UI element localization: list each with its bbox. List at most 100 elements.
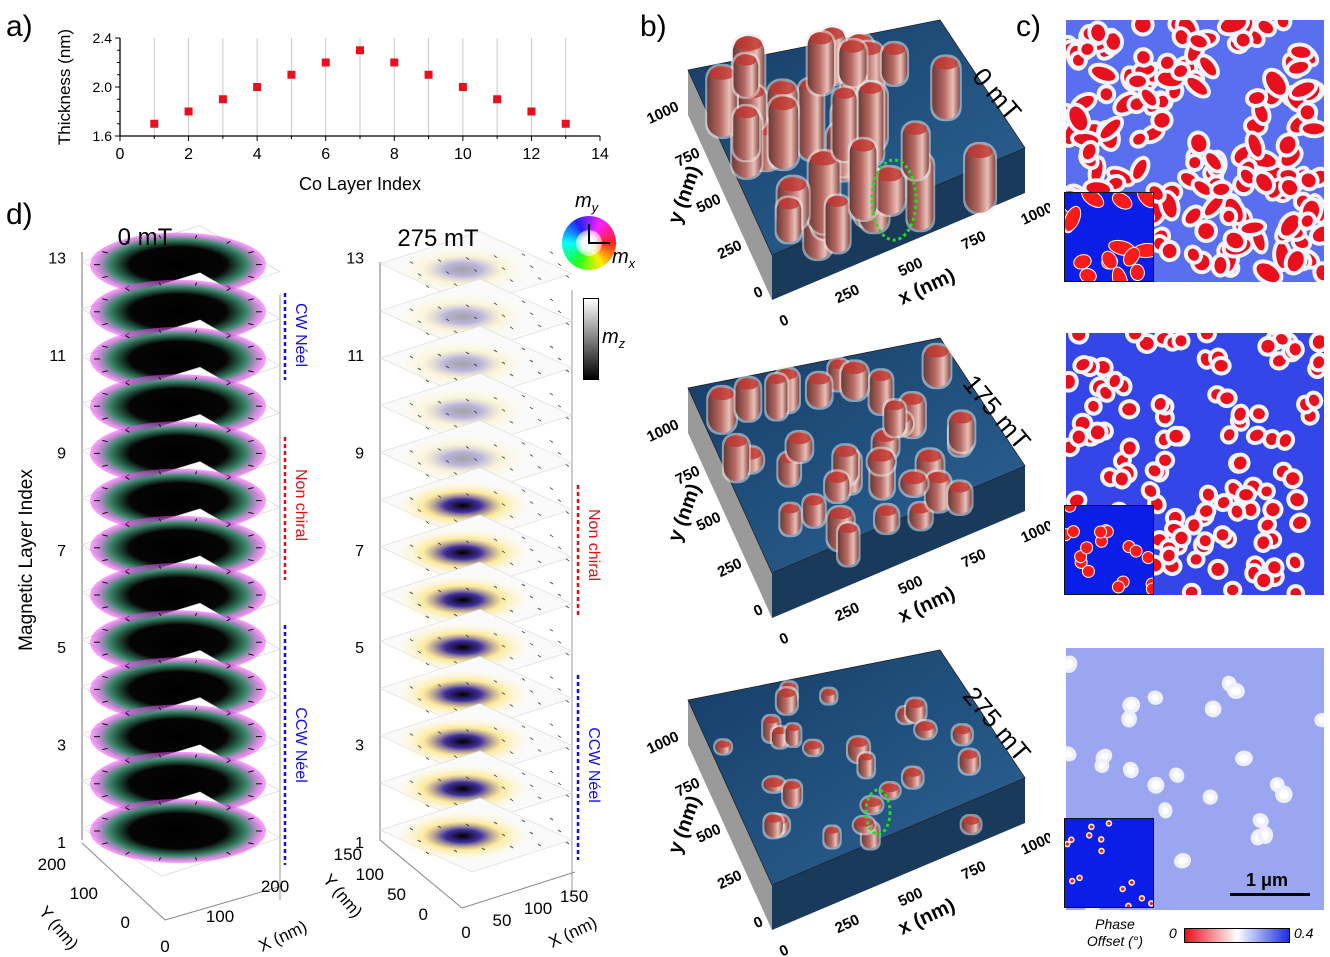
spin-arrow: [557, 263, 562, 266]
spin-arrow: [549, 251, 554, 254]
layer-tick-left: 11: [49, 348, 66, 365]
panel-d-label: d): [6, 198, 33, 231]
spin-arrow: [465, 304, 470, 308]
spin-arrow: [549, 440, 554, 443]
my-label-m: m: [575, 190, 592, 212]
spin-arrow: [102, 251, 108, 254]
y-axis-label: y (nm): [664, 163, 705, 227]
spin-arrow: [409, 686, 414, 689]
spin-arrow: [158, 754, 162, 758]
data-point: [458, 83, 467, 91]
spin-arrow: [437, 259, 442, 262]
spin-arrow: [226, 382, 231, 386]
spin-arrow: [425, 757, 430, 760]
tube-cap: [822, 688, 836, 696]
domain: [1126, 765, 1135, 775]
inset-domain: [1065, 840, 1071, 848]
domain: [1236, 33, 1250, 47]
domain: [1308, 394, 1320, 406]
domain: [1066, 659, 1074, 670]
spin-arrow: [102, 842, 108, 845]
right-X-tick: 100: [524, 899, 552, 918]
box-side-front: [772, 148, 1025, 300]
domain: [1256, 817, 1265, 825]
spin-arrow: [565, 464, 570, 467]
tube-cap: [876, 505, 897, 516]
domain: [1277, 20, 1289, 28]
inset-domain: [1068, 877, 1076, 885]
spin-arrow: [102, 628, 108, 631]
left-title: 0 mT: [118, 224, 173, 251]
spin-arrow: [521, 300, 526, 304]
left-Y-tick: 100: [70, 884, 98, 903]
right-title: 275 mT: [397, 225, 479, 252]
right-layer-skyrmion: [398, 810, 542, 862]
colorbar-title-line1: Phase: [1095, 916, 1135, 932]
domain: [1187, 77, 1208, 95]
spin-arrow: [445, 507, 450, 510]
left-Y-axis-line: [81, 842, 166, 921]
layer-tick-left: 13: [48, 251, 66, 268]
tube-cap: [967, 144, 993, 159]
skyrmion-tube: [902, 122, 929, 180]
spin-arrow: [509, 845, 514, 849]
tube-cap: [927, 472, 949, 484]
skyrmion-tube: [735, 377, 761, 421]
mx-label-sub: x: [628, 256, 636, 271]
spin-arrow: [125, 807, 130, 811]
data-point: [218, 95, 227, 104]
spin-arrow: [102, 323, 108, 326]
domain: [1100, 119, 1121, 139]
x-tick-label: 2: [184, 146, 193, 163]
spin-arrow: [509, 468, 514, 471]
inset-domain: [1065, 205, 1082, 232]
spin-arrow: [226, 759, 231, 764]
spin-arrow: [417, 320, 422, 324]
spin-arrow: [409, 733, 414, 736]
x-tick-label: 14: [591, 146, 609, 163]
domain: [1266, 503, 1280, 517]
spin-arrow: [453, 708, 458, 711]
spin-arrow: [549, 676, 554, 679]
x-tick-label: 12: [523, 146, 541, 163]
left-Y-axis-label: Y (nm): [35, 902, 82, 953]
spin-arrow: [248, 511, 254, 515]
data-point: [150, 119, 159, 128]
spin-arrow: [194, 857, 198, 861]
x-tick-label: 250: [832, 281, 862, 307]
spin-arrow: [158, 857, 162, 861]
spin-arrow: [102, 298, 108, 301]
spin-arrow: [521, 394, 526, 398]
domain: [1100, 386, 1112, 399]
y-tick-label: 500: [694, 821, 724, 847]
spin-arrow: [102, 817, 108, 820]
spin-arrow: [194, 659, 198, 664]
domain: [1173, 771, 1181, 779]
spin-arrow: [501, 786, 506, 790]
spin-arrow: [248, 298, 254, 301]
spin-arrow: [102, 511, 108, 515]
skyrmion-tube: [733, 53, 759, 97]
right-layer-skyrmion: [398, 290, 542, 343]
spin-arrow: [529, 595, 534, 599]
spin-arrow: [102, 770, 108, 773]
domain: [1151, 780, 1161, 790]
spin-arrow: [437, 400, 442, 404]
spin-arrow: [453, 660, 458, 664]
spin-arrow: [537, 796, 542, 800]
right-X-tick: 50: [493, 911, 512, 930]
skyrmion-tube: [825, 195, 850, 253]
domain: [1233, 456, 1247, 470]
mz-label: mz: [602, 326, 625, 351]
data-point: [321, 58, 330, 67]
colorbar-min-label: 0: [1169, 925, 1177, 941]
right-layer-skyrmion: [398, 715, 542, 768]
domain: [1151, 694, 1160, 701]
layer-tick-right: 11: [347, 348, 364, 365]
y-tick-label: 250: [715, 867, 745, 893]
nonchiral-label-right: Non chiral: [585, 509, 602, 581]
left-layer-skyrmion: [90, 563, 266, 627]
spin-arrow: [537, 560, 542, 564]
spin-arrow: [537, 466, 542, 469]
